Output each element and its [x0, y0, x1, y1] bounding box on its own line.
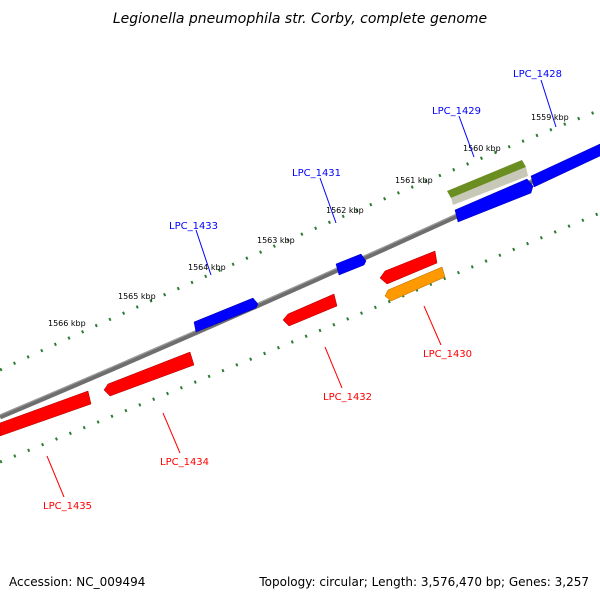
kbp-label: 1565 kbp — [118, 292, 156, 301]
gene-lpc-1429-band-light — [451, 167, 528, 205]
leader-line — [162, 412, 181, 454]
inner-tick-dots — [0, 211, 600, 464]
kbp-label: 1566 kbp — [48, 319, 86, 328]
gene-lpc-1433[interactable] — [193, 297, 259, 333]
gene-label-lpc-1431[interactable]: LPC_1431 — [292, 168, 341, 179]
leader-line — [423, 305, 442, 346]
gene-label-lpc-1435[interactable]: LPC_1435 — [43, 501, 92, 512]
gene-label-lpc-1428[interactable]: LPC_1428 — [513, 69, 562, 80]
gene-label-lpc-1433[interactable]: LPC_1433 — [169, 221, 218, 232]
top-gene-labels: LPC_1428 LPC_1429 LPC_1431 LPC_1433 — [169, 69, 562, 276]
kbp-label: 1559 kbp — [531, 113, 569, 122]
gene-lpc-1432[interactable] — [282, 293, 338, 327]
accession-text: Accession: NC_009494 — [9, 575, 145, 589]
inner-tick-track — [0, 211, 600, 464]
leader-line — [458, 115, 475, 158]
gene-label-lpc-1429[interactable]: LPC_1429 — [432, 106, 481, 117]
gene-label-lpc-1430[interactable]: LPC_1430 — [423, 349, 472, 360]
kbp-label: 1561 kbp — [395, 176, 433, 185]
bottom-gene-labels: LPC_1430 LPC_1432 LPC_1434 LPC_1435 — [43, 305, 472, 512]
kbp-label: 1563 kbp — [257, 236, 295, 245]
gene-lpc-1429[interactable] — [454, 178, 534, 223]
kbp-labels: 1559 kbp 1560 kbp 1561 kbp 1562 kbp 1563… — [48, 113, 569, 328]
leader-line — [324, 346, 343, 389]
leader-line — [319, 177, 337, 224]
gene-lpc-1434[interactable] — [103, 351, 195, 397]
plus-strand-features — [193, 143, 600, 333]
minus-strand-features — [0, 250, 446, 437]
outer-tick-dots — [0, 108, 600, 372]
gene-lpc-1430-red[interactable] — [379, 250, 438, 285]
gene-lpc-1429-band-olive — [447, 160, 526, 198]
leader-line — [46, 455, 65, 498]
gene-lpc-1428[interactable] — [530, 143, 600, 188]
gene-label-lpc-1434[interactable]: LPC_1434 — [160, 457, 209, 468]
leader-line — [540, 79, 557, 128]
kbp-label: 1564 kbp — [188, 263, 226, 272]
gene-lpc-1430[interactable] — [384, 266, 446, 302]
gene-label-lpc-1432[interactable]: LPC_1432 — [323, 392, 372, 403]
genome-summary-text: Topology: circular; Length: 3,576,470 bp… — [258, 575, 589, 589]
leader-line — [195, 229, 212, 276]
outer-tick-track — [0, 108, 600, 372]
gene-lpc-1435[interactable] — [0, 390, 92, 437]
kbp-label: 1562 kbp — [326, 206, 364, 215]
kbp-label: 1560 kbp — [463, 144, 501, 153]
gene-lpc-1431[interactable] — [335, 253, 367, 276]
map-title: Legionella pneumophila str. Corby, compl… — [113, 11, 487, 27]
